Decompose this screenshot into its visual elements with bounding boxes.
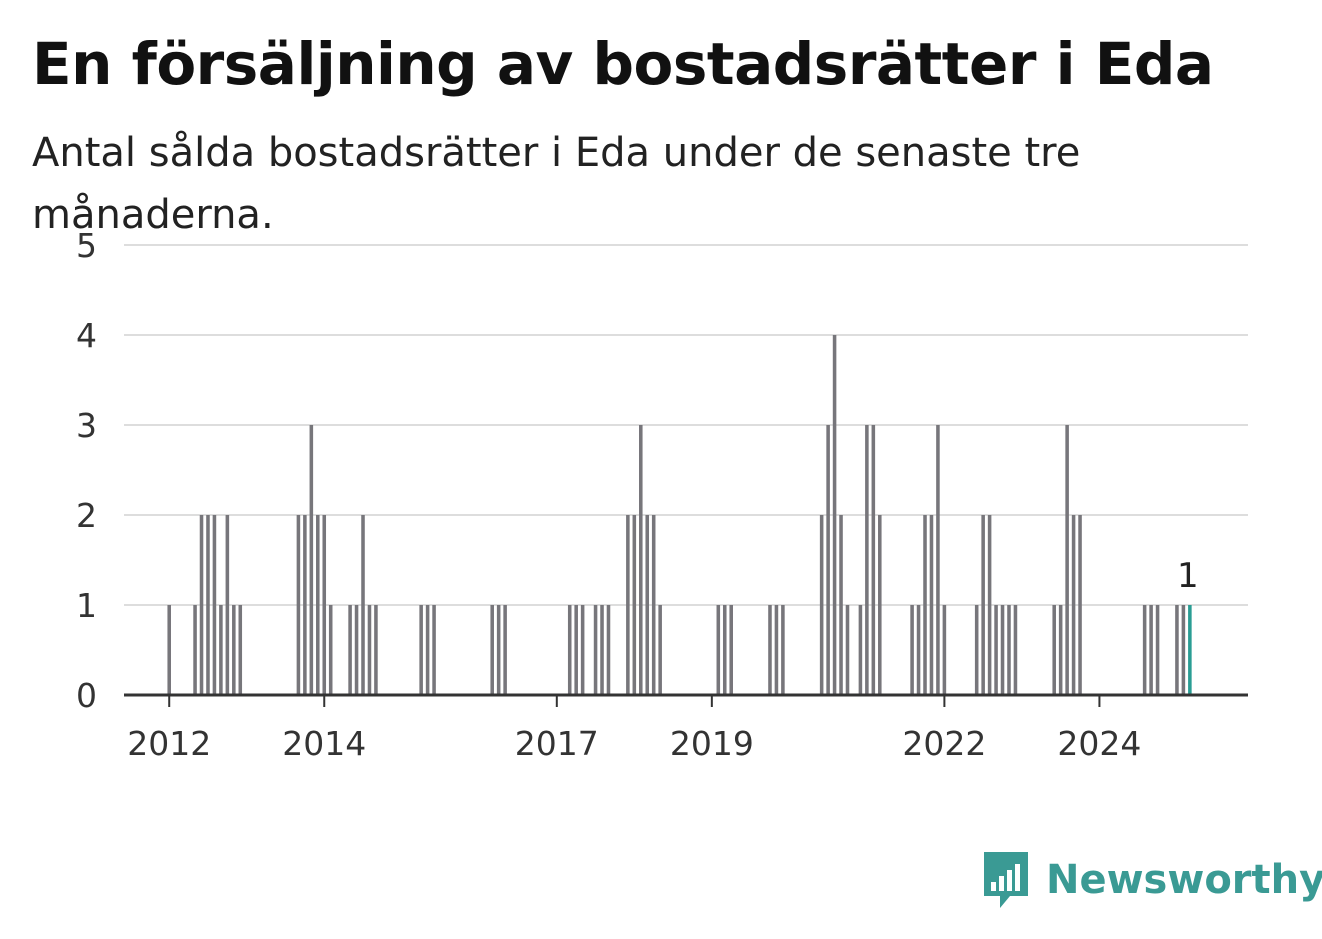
bar: [936, 425, 940, 695]
bar: [328, 605, 333, 695]
bar: [1007, 605, 1011, 695]
brand-name: Newsworthy: [1046, 857, 1322, 903]
bar: [212, 515, 217, 695]
bar: [1142, 605, 1147, 695]
bar: [774, 605, 779, 695]
bars: [167, 335, 1192, 695]
bar: [600, 605, 604, 695]
x-tick-label: 2024: [1057, 724, 1141, 763]
x-tick-label: 2017: [515, 724, 599, 763]
bar: [826, 425, 830, 695]
bar: [322, 515, 327, 695]
bar: [361, 515, 365, 695]
bar: [316, 515, 320, 695]
bar: [651, 515, 656, 695]
bar: [1065, 425, 1069, 695]
bar: [1071, 515, 1076, 695]
bar: [606, 605, 611, 695]
bar: [374, 605, 378, 695]
bar: [981, 515, 985, 695]
bar: [496, 605, 501, 695]
bar: [639, 425, 643, 695]
bar: [367, 605, 372, 695]
bar: [716, 605, 721, 695]
bar: [871, 425, 876, 695]
x-tick-label: 2014: [282, 724, 366, 763]
bar: [309, 425, 314, 695]
bar: [1175, 605, 1179, 695]
bar: [632, 515, 637, 695]
bar: [238, 605, 243, 695]
bar: [878, 515, 882, 695]
x-axis-ticks: 2012 2014 2017 2019 2022 2024: [127, 695, 1141, 763]
bar: [503, 605, 507, 695]
bar: [425, 605, 430, 695]
bar: [593, 605, 598, 695]
bar: [942, 605, 947, 695]
bar: [1052, 605, 1056, 695]
y-tick-label: 4: [76, 316, 97, 355]
bar: [225, 515, 230, 695]
bar: [1013, 605, 1018, 695]
bar: [574, 605, 578, 695]
bar: [845, 605, 850, 695]
bar: [354, 605, 359, 695]
bar: [626, 515, 630, 695]
bar: [490, 605, 494, 695]
bar: [193, 605, 197, 695]
chart-subtitle: Antal sålda bostadsrätter i Eda under de…: [32, 130, 1081, 238]
newsworthy-logo-icon: [984, 852, 1028, 908]
bar: [987, 515, 992, 695]
y-tick-label: 0: [76, 676, 97, 715]
bar: [567, 605, 572, 695]
bar: [348, 605, 352, 695]
bar: [1149, 605, 1153, 695]
bar: [419, 605, 423, 695]
y-axis-ticks: 0 1 2 3 4 5: [76, 226, 97, 715]
bar: [929, 515, 934, 695]
bar: [303, 515, 307, 695]
bar: [923, 515, 927, 695]
bar: [206, 515, 210, 695]
bar: [865, 425, 869, 695]
bar: [994, 605, 998, 695]
bar: [232, 605, 236, 695]
brand-logo: Newsworthy: [980, 850, 1322, 910]
highlight-value-label: 1: [1177, 556, 1199, 596]
bar: [910, 605, 914, 695]
x-tick-label: 2019: [670, 724, 754, 763]
bar: [199, 515, 204, 695]
y-tick-label: 5: [76, 226, 97, 265]
bar: [432, 605, 436, 695]
bar: [1078, 515, 1082, 695]
bar: [1181, 605, 1186, 695]
bar: [1058, 605, 1063, 695]
bar: [580, 605, 585, 695]
bar: [781, 605, 785, 695]
bar: [819, 515, 824, 695]
bar: [768, 605, 772, 695]
y-tick-label: 1: [76, 586, 97, 625]
bar: [839, 515, 843, 695]
bar: [722, 605, 727, 695]
bar: [296, 515, 301, 695]
bar: [729, 605, 733, 695]
bar: [219, 605, 223, 695]
bar: [916, 605, 921, 695]
bar: [658, 605, 662, 695]
bar: [645, 515, 650, 695]
bar: [832, 335, 837, 695]
bar: [974, 605, 979, 695]
bar: [858, 605, 863, 695]
x-tick-label: 2022: [902, 724, 986, 763]
highlight-bar: [1188, 605, 1192, 695]
x-tick-label: 2012: [127, 724, 211, 763]
y-tick-label: 3: [76, 406, 97, 445]
y-tick-label: 2: [76, 496, 97, 535]
bar: [1155, 605, 1160, 695]
chart-title: En försäljning av bostadsrätter i Eda: [32, 30, 1214, 98]
bar: [1000, 605, 1005, 695]
bar: [167, 605, 171, 695]
